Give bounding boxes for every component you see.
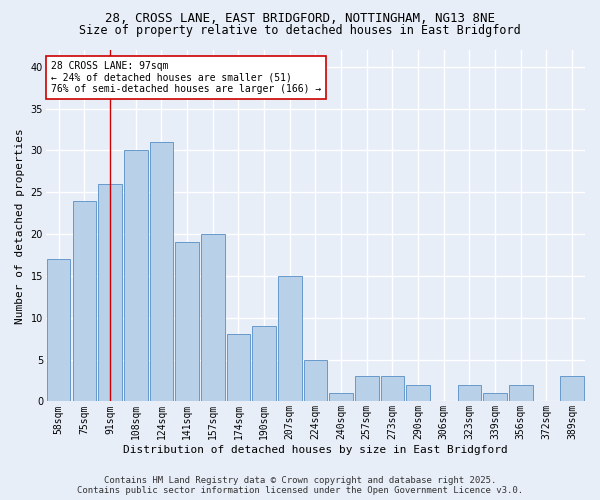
Bar [73,200,96,402]
X-axis label: Distribution of detached houses by size in East Bridgford: Distribution of detached houses by size … [123,445,508,455]
Bar [304,360,327,402]
Text: Contains HM Land Registry data © Crown copyright and database right 2025.
Contai: Contains HM Land Registry data © Crown c… [77,476,523,495]
Bar [98,184,122,402]
Bar [227,334,250,402]
Bar [484,393,507,402]
Bar [252,326,276,402]
Bar [47,259,70,402]
Bar [560,376,584,402]
Bar [149,142,173,402]
Bar [406,384,430,402]
Bar [509,384,533,402]
Bar [329,393,353,402]
Y-axis label: Number of detached properties: Number of detached properties [15,128,25,324]
Text: 28 CROSS LANE: 97sqm
← 24% of detached houses are smaller (51)
76% of semi-detac: 28 CROSS LANE: 97sqm ← 24% of detached h… [51,60,322,94]
Bar [201,234,224,402]
Bar [124,150,148,402]
Text: 28, CROSS LANE, EAST BRIDGFORD, NOTTINGHAM, NG13 8NE: 28, CROSS LANE, EAST BRIDGFORD, NOTTINGH… [105,12,495,26]
Bar [458,384,481,402]
Bar [278,276,302,402]
Bar [355,376,379,402]
Bar [175,242,199,402]
Text: Size of property relative to detached houses in East Bridgford: Size of property relative to detached ho… [79,24,521,37]
Bar [380,376,404,402]
